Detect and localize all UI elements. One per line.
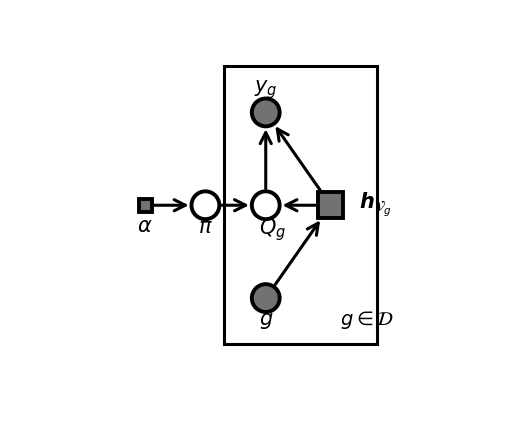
Text: $\boldsymbol{h}_{\mathcal{V}_g}$: $\boldsymbol{h}_{\mathcal{V}_g}$: [359, 191, 391, 219]
Bar: [318, 193, 343, 218]
Bar: [224, 66, 377, 345]
Bar: [139, 199, 152, 212]
Text: $g\in\mathcal{D}$: $g\in\mathcal{D}$: [340, 309, 394, 331]
Circle shape: [192, 191, 219, 219]
Circle shape: [252, 284, 280, 312]
Text: $\pi$: $\pi$: [198, 218, 213, 237]
Text: $\alpha$: $\alpha$: [137, 217, 153, 236]
Text: $Q_g$: $Q_g$: [259, 216, 286, 243]
Text: $y_g$: $y_g$: [254, 78, 278, 101]
Text: $g$: $g$: [259, 311, 273, 331]
Circle shape: [252, 99, 280, 126]
Circle shape: [252, 191, 280, 219]
